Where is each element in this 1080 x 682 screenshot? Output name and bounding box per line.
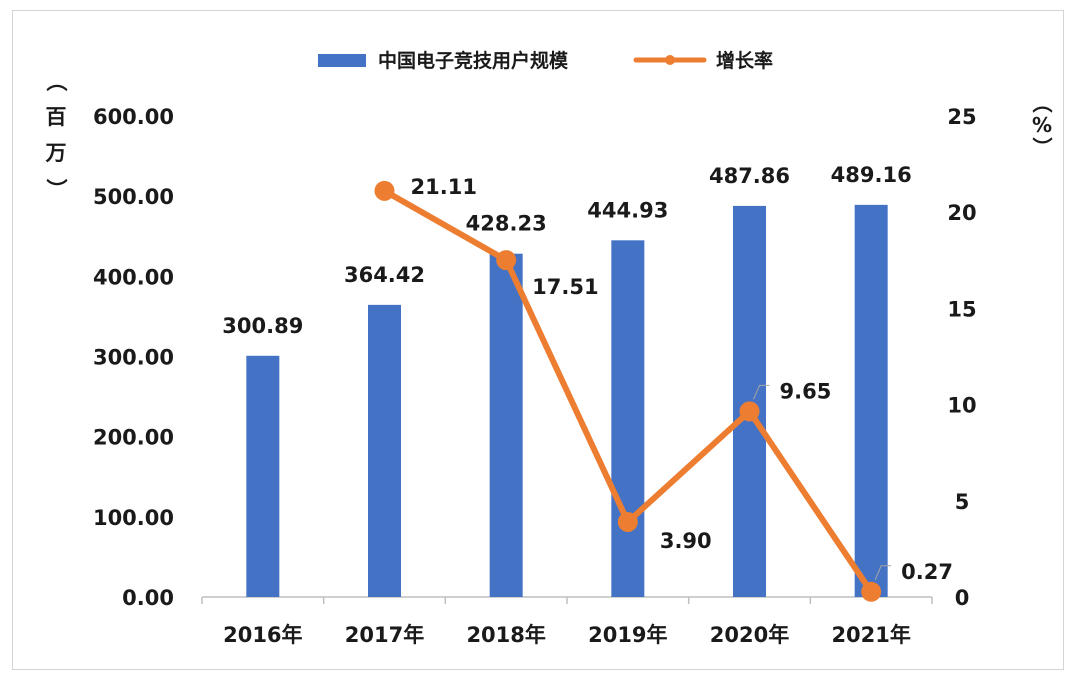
line-data-label: 17.51 [532, 275, 598, 299]
bar-0 [246, 355, 280, 597]
line-series [374, 180, 882, 602]
bar-data-label: 489.16 [831, 163, 912, 187]
legend-label-bar: 中国电子竞技用户规模 [378, 49, 569, 72]
y-left-tick-label: 400.00 [93, 265, 174, 289]
y-right-tick-label: 0 [955, 586, 970, 610]
line-data-labels: 21.11 17.51 3.90 9.65 0.27 [411, 175, 953, 584]
x-tick-label: 2016年 [223, 623, 302, 647]
bar-data-label: 444.93 [587, 198, 668, 222]
bar-data-label: 487.86 [709, 164, 790, 188]
y-left-tick-label: 0.00 [122, 586, 174, 610]
line-data-label: 3.90 [660, 529, 712, 553]
bar-data-label: 428.23 [466, 212, 547, 236]
y-right-tick-label: 10 [947, 394, 976, 418]
y-right-axis-label-char: （ [1030, 93, 1054, 113]
y-axis-right: 0 5 10 15 20 25 （%） [947, 93, 1054, 610]
line-data-label: 9.65 [780, 379, 832, 403]
y-axis-left: 0.00 100.00 200.00 300.00 400.00 500.00 600.00… [44, 71, 174, 611]
bar-series [246, 204, 888, 598]
legend-swatch-bar [318, 54, 366, 67]
growth-rate-marker [617, 511, 638, 532]
bar-2 [489, 253, 523, 598]
line-label-leader [753, 384, 770, 400]
y-left-axis-label-char: （ [44, 71, 68, 92]
x-axis: 2016年 2017年 2018年 2019年 2020年 2021年 [201, 596, 933, 647]
x-tick-label: 2021年 [831, 623, 910, 647]
bar-data-label: 364.42 [344, 263, 425, 287]
x-tick-label: 2017年 [345, 623, 424, 647]
x-tick-label: 2018年 [466, 623, 545, 647]
y-right-axis-label-char: ） [1030, 137, 1054, 157]
chart-frame [12, 10, 1064, 670]
growth-rate-marker [739, 401, 760, 422]
legend: 中国电子竞技用户规模 增长率 [318, 49, 773, 72]
y-right-axis-label-char: % [1032, 113, 1052, 137]
bar-data-labels: 300.89 364.42 428.23 444.93 487.86 489.16 [222, 163, 911, 338]
x-tick-label: 2019年 [588, 623, 667, 647]
y-left-tick-label: 500.00 [93, 185, 174, 209]
line-data-label: 21.11 [411, 175, 477, 199]
y-left-axis-label-char: ） [44, 179, 68, 200]
growth-rate-marker [374, 180, 395, 201]
y-right-tick-label: 25 [947, 105, 976, 129]
y-right-tick-label: 20 [947, 201, 976, 225]
growth-rate-marker [861, 581, 882, 602]
line-label-leader [874, 565, 892, 581]
y-left-axis-label-char: 万 [45, 141, 67, 165]
bar-5 [854, 204, 888, 597]
y-left-tick-label: 200.00 [93, 426, 174, 450]
line-data-label: 0.27 [901, 560, 953, 584]
y-left-tick-label: 600.00 [93, 105, 174, 129]
y-left-tick-label: 300.00 [93, 346, 174, 370]
x-tick-label: 2020年 [710, 623, 789, 647]
y-left-axis-label-char: 百 [46, 105, 67, 129]
legend-swatch-marker [665, 55, 675, 65]
y-right-tick-label: 15 [947, 297, 976, 321]
y-right-tick-label: 5 [955, 490, 970, 514]
legend-label-line: 增长率 [716, 49, 773, 72]
bar-3 [611, 240, 645, 597]
bar-1 [368, 304, 401, 597]
bar-data-label: 300.89 [222, 314, 303, 338]
y-left-tick-label: 100.00 [93, 506, 174, 530]
growth-rate-marker [496, 250, 517, 271]
